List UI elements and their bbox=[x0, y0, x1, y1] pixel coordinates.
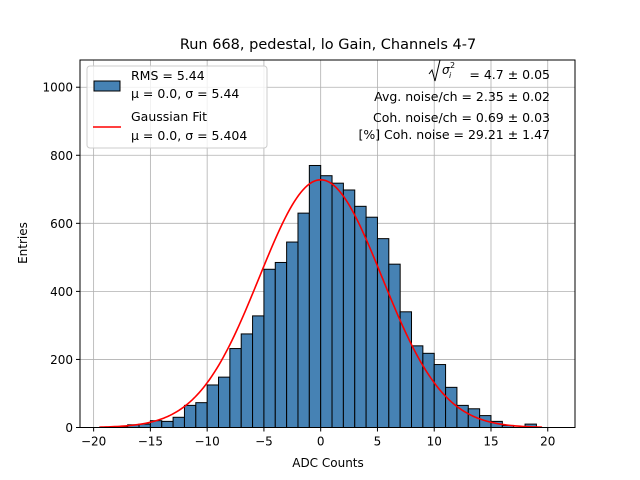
histogram-bar bbox=[240, 333, 254, 428]
histogram-bar bbox=[388, 263, 401, 428]
gaussian-fit-curve bbox=[99, 178, 543, 428]
histogram-bar bbox=[297, 212, 310, 428]
svg-text:σ: σ bbox=[442, 63, 450, 77]
avg-noise-annotation: Avg. noise/ch = 2.35 ± 0.02 bbox=[374, 89, 550, 104]
legend-entry-fit: Gaussian Fit bbox=[131, 109, 207, 124]
histogram-bar bbox=[342, 189, 356, 428]
histogram-bar bbox=[218, 376, 231, 428]
legend-entry-rms: RMS = 5.44 bbox=[131, 68, 205, 83]
histogram-bar bbox=[411, 345, 424, 429]
x-tick-label: −20 bbox=[81, 435, 106, 449]
histogram-bar bbox=[229, 348, 242, 428]
histogram-bar bbox=[183, 404, 197, 429]
histogram-bar bbox=[422, 352, 435, 429]
histogram-bar bbox=[445, 386, 458, 429]
chart-title: Run 668, pedestal, lo Gain, Channels 4-7 bbox=[180, 37, 476, 53]
histogram-bar bbox=[286, 241, 299, 428]
y-axis-ticks: 0 200 400 600 800 1000 bbox=[42, 81, 80, 435]
legend: RMS = 5.44 μ = 0.0, σ = 5.44 Gaussian Fi… bbox=[86, 65, 268, 149]
x-tick-label: −5 bbox=[255, 435, 273, 449]
y-tick-label: 400 bbox=[50, 285, 73, 299]
x-axis-ticks: −20 −15 −10 −5 0 5 10 15 20 bbox=[81, 427, 555, 449]
x-tick-label: −10 bbox=[194, 435, 219, 449]
histogram-bar bbox=[195, 402, 208, 429]
x-tick-label: 10 bbox=[427, 435, 442, 449]
legend-entry-fit-params: μ = 0.0, σ = 5.404 bbox=[131, 128, 247, 143]
histogram-bar bbox=[376, 238, 390, 428]
x-tick-label: −15 bbox=[138, 435, 163, 449]
histogram-bars bbox=[115, 164, 537, 429]
sigma-sqrt-symbol: σ i 2 bbox=[428, 59, 460, 82]
x-tick-label: 15 bbox=[483, 435, 498, 449]
coh-percent-annotation: [%] Coh. noise = 29.21 ± 1.47 bbox=[358, 127, 550, 142]
histogram-bar bbox=[308, 164, 322, 428]
histogram-bar bbox=[399, 311, 413, 428]
legend-entry-rms-params: μ = 0.0, σ = 5.44 bbox=[131, 86, 239, 101]
histogram-bar bbox=[354, 205, 367, 428]
histogram-bar bbox=[320, 175, 333, 428]
y-tick-label: 200 bbox=[50, 353, 73, 367]
histogram-bar bbox=[161, 420, 174, 428]
x-tick-label: 0 bbox=[317, 435, 325, 449]
noise-annotations: σ i 2 = 4.7 ± 0.05 Avg. noise/ch = 2.35 … bbox=[358, 59, 550, 142]
histogram-bar bbox=[172, 416, 185, 428]
y-tick-label: 800 bbox=[50, 149, 73, 163]
histogram-bar bbox=[365, 216, 378, 428]
histogram-bar bbox=[206, 384, 220, 428]
histogram-bar bbox=[252, 315, 265, 428]
histogram-bar bbox=[274, 261, 288, 428]
histogram-bar bbox=[331, 182, 344, 428]
histogram-bar bbox=[456, 404, 469, 429]
sigma-annotation: = 4.7 ± 0.05 bbox=[469, 67, 550, 82]
x-axis-label: ADC Counts bbox=[292, 456, 364, 470]
x-tick-label: 5 bbox=[374, 435, 382, 449]
svg-text:i: i bbox=[449, 71, 452, 80]
y-tick-label: 0 bbox=[65, 421, 73, 435]
coh-noise-annotation: Coh. noise/ch = 0.69 ± 0.03 bbox=[373, 110, 550, 125]
legend-box bbox=[86, 65, 268, 149]
x-tick-label: 20 bbox=[540, 435, 555, 449]
y-tick-label: 600 bbox=[50, 217, 73, 231]
y-axis-label: Entries bbox=[16, 222, 30, 264]
histogram-bar bbox=[433, 364, 447, 429]
legend-histogram-swatch bbox=[93, 80, 121, 92]
histogram-bar bbox=[263, 268, 276, 429]
svg-text:2: 2 bbox=[450, 61, 455, 70]
plot-frame bbox=[79, 59, 576, 428]
y-tick-label: 1000 bbox=[42, 81, 73, 95]
